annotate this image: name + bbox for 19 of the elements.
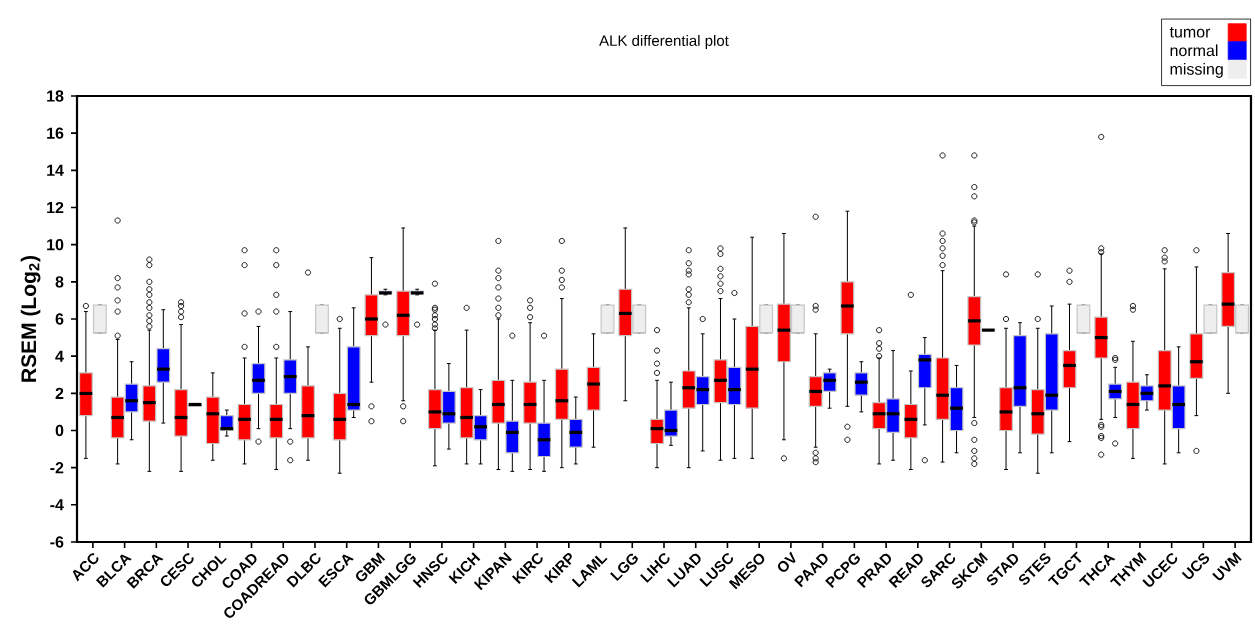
y-tick-label: -6 — [50, 536, 64, 548]
y-tick-label: 10 — [47, 239, 64, 251]
legend-label: normal — [1170, 44, 1218, 57]
y-tick-label: 2 — [55, 387, 64, 399]
chart-title: ALK differential plot — [599, 34, 729, 49]
y-tick-label: 6 — [55, 313, 64, 325]
y-tick-label: 0 — [55, 424, 64, 437]
y-tick-label: 18 — [47, 90, 64, 102]
y-tick-label: 16 — [47, 127, 64, 139]
y-tick-label: 8 — [55, 276, 64, 288]
legend-label: missing — [1170, 62, 1223, 78]
y-tick-label: 14 — [47, 164, 64, 176]
y-tick-label: 4 — [55, 350, 64, 362]
y-axis-title: RSEM (Log$_{2}$) — [20, 255, 41, 382]
x-tick-label: OV — [778, 551, 796, 572]
y-tick-label: -2 — [50, 462, 64, 474]
y-tick-label: -4 — [50, 499, 64, 511]
legend-label: tumor — [1169, 27, 1211, 38]
y-tick-label: 12 — [47, 201, 64, 214]
